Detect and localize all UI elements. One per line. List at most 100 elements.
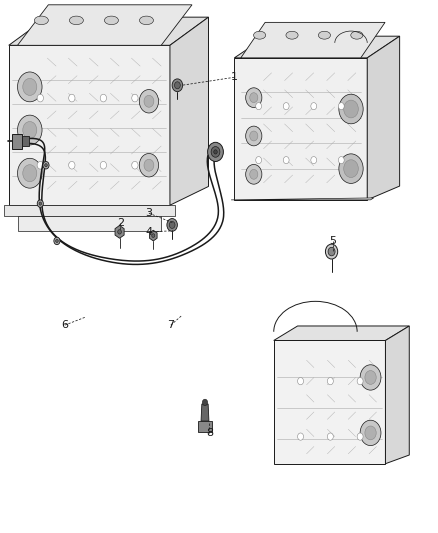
Circle shape xyxy=(69,94,75,102)
Circle shape xyxy=(139,154,159,177)
Polygon shape xyxy=(198,421,212,432)
Circle shape xyxy=(297,433,304,440)
Circle shape xyxy=(56,239,58,243)
Circle shape xyxy=(37,94,43,102)
Polygon shape xyxy=(367,36,399,200)
Circle shape xyxy=(327,377,333,385)
Circle shape xyxy=(283,157,289,164)
Circle shape xyxy=(214,150,217,154)
Ellipse shape xyxy=(104,16,118,25)
Circle shape xyxy=(256,157,261,164)
Circle shape xyxy=(69,161,75,169)
Circle shape xyxy=(100,161,106,169)
Polygon shape xyxy=(149,230,157,241)
Polygon shape xyxy=(12,134,22,149)
Circle shape xyxy=(297,377,304,385)
Circle shape xyxy=(37,161,43,169)
Circle shape xyxy=(208,142,223,161)
Circle shape xyxy=(357,433,363,440)
Circle shape xyxy=(365,426,376,440)
Circle shape xyxy=(118,230,121,234)
Circle shape xyxy=(23,122,37,139)
Circle shape xyxy=(360,420,381,446)
Circle shape xyxy=(174,82,180,89)
Circle shape xyxy=(23,165,37,182)
Circle shape xyxy=(339,154,363,183)
Circle shape xyxy=(327,433,333,440)
Circle shape xyxy=(360,365,381,390)
Text: 6: 6 xyxy=(61,320,68,330)
Ellipse shape xyxy=(351,31,363,39)
Circle shape xyxy=(37,200,43,207)
Text: 3: 3 xyxy=(145,208,152,218)
Circle shape xyxy=(54,237,60,245)
Circle shape xyxy=(139,90,159,113)
Circle shape xyxy=(250,169,258,179)
Circle shape xyxy=(132,161,138,169)
Circle shape xyxy=(132,94,138,102)
Circle shape xyxy=(152,233,155,237)
Circle shape xyxy=(365,370,376,384)
Circle shape xyxy=(23,78,37,95)
Circle shape xyxy=(339,94,363,124)
Circle shape xyxy=(18,72,42,102)
Polygon shape xyxy=(234,58,367,200)
Circle shape xyxy=(169,221,175,229)
Circle shape xyxy=(325,244,338,259)
Ellipse shape xyxy=(34,16,48,25)
Circle shape xyxy=(144,95,154,107)
Text: 2: 2 xyxy=(117,218,124,228)
Circle shape xyxy=(256,103,261,110)
Circle shape xyxy=(328,247,335,256)
Polygon shape xyxy=(4,205,175,216)
Circle shape xyxy=(172,79,183,92)
Circle shape xyxy=(339,157,344,164)
Ellipse shape xyxy=(318,31,331,39)
Text: 4: 4 xyxy=(145,227,152,237)
Ellipse shape xyxy=(254,31,266,39)
Circle shape xyxy=(311,157,317,164)
Circle shape xyxy=(246,126,262,146)
Polygon shape xyxy=(241,22,385,58)
Circle shape xyxy=(283,103,289,110)
Polygon shape xyxy=(18,5,192,45)
Circle shape xyxy=(45,164,47,167)
Circle shape xyxy=(39,202,42,205)
Circle shape xyxy=(357,377,363,385)
Polygon shape xyxy=(274,326,409,341)
Circle shape xyxy=(246,165,262,184)
Circle shape xyxy=(144,159,154,171)
Polygon shape xyxy=(18,216,161,231)
Circle shape xyxy=(202,399,208,406)
Ellipse shape xyxy=(139,16,153,25)
Circle shape xyxy=(211,147,220,157)
Circle shape xyxy=(250,93,258,102)
Circle shape xyxy=(344,100,358,118)
Circle shape xyxy=(250,131,258,141)
Polygon shape xyxy=(115,225,124,238)
Circle shape xyxy=(18,158,42,188)
Circle shape xyxy=(18,115,42,145)
Circle shape xyxy=(311,103,317,110)
Circle shape xyxy=(167,219,177,231)
Polygon shape xyxy=(170,17,208,205)
Polygon shape xyxy=(22,136,29,147)
Polygon shape xyxy=(231,198,374,200)
Polygon shape xyxy=(9,17,208,45)
Circle shape xyxy=(100,94,106,102)
Polygon shape xyxy=(234,36,399,58)
Circle shape xyxy=(246,88,262,108)
Polygon shape xyxy=(9,45,170,205)
Polygon shape xyxy=(274,341,385,464)
Ellipse shape xyxy=(286,31,298,39)
Polygon shape xyxy=(201,404,209,421)
Text: 5: 5 xyxy=(329,236,336,246)
Text: 1: 1 xyxy=(231,72,238,82)
Circle shape xyxy=(43,161,49,169)
Circle shape xyxy=(344,160,358,177)
Circle shape xyxy=(339,103,344,110)
Ellipse shape xyxy=(69,16,83,25)
Text: 7: 7 xyxy=(167,320,174,330)
Polygon shape xyxy=(385,326,409,464)
Text: 8: 8 xyxy=(206,428,213,438)
